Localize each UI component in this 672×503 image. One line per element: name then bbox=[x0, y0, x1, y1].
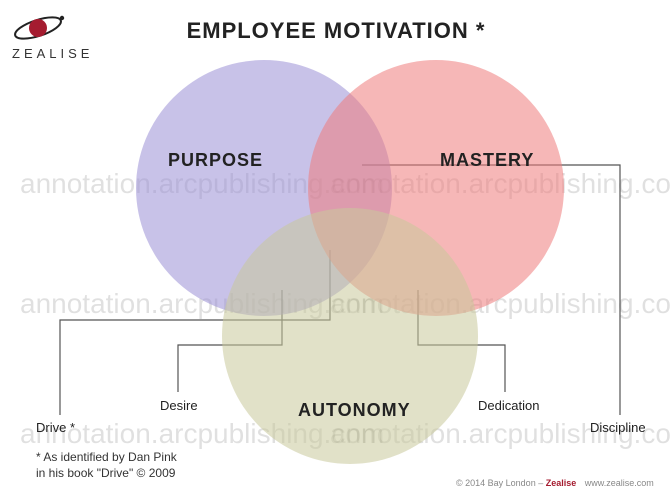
label-dedication: Dedication bbox=[478, 398, 539, 413]
credit-left: © 2014 Bay London – bbox=[456, 478, 546, 488]
footnote: * As identified by Dan Pink in his book … bbox=[36, 450, 177, 481]
label-drive: Drive * bbox=[36, 420, 75, 435]
label-mastery: MASTERY bbox=[440, 150, 534, 171]
label-discipline: Discipline bbox=[590, 420, 646, 435]
venn-diagram bbox=[0, 0, 672, 503]
credit-line: © 2014 Bay London – Zealise www.zealise.… bbox=[456, 478, 654, 488]
label-desire: Desire bbox=[160, 398, 198, 413]
label-purpose: PURPOSE bbox=[168, 150, 263, 171]
credit-brand: Zealise bbox=[546, 478, 577, 488]
credit-url: www.zealise.com bbox=[585, 478, 654, 488]
circle-autonomy bbox=[222, 208, 478, 464]
label-autonomy: AUTONOMY bbox=[298, 400, 411, 421]
